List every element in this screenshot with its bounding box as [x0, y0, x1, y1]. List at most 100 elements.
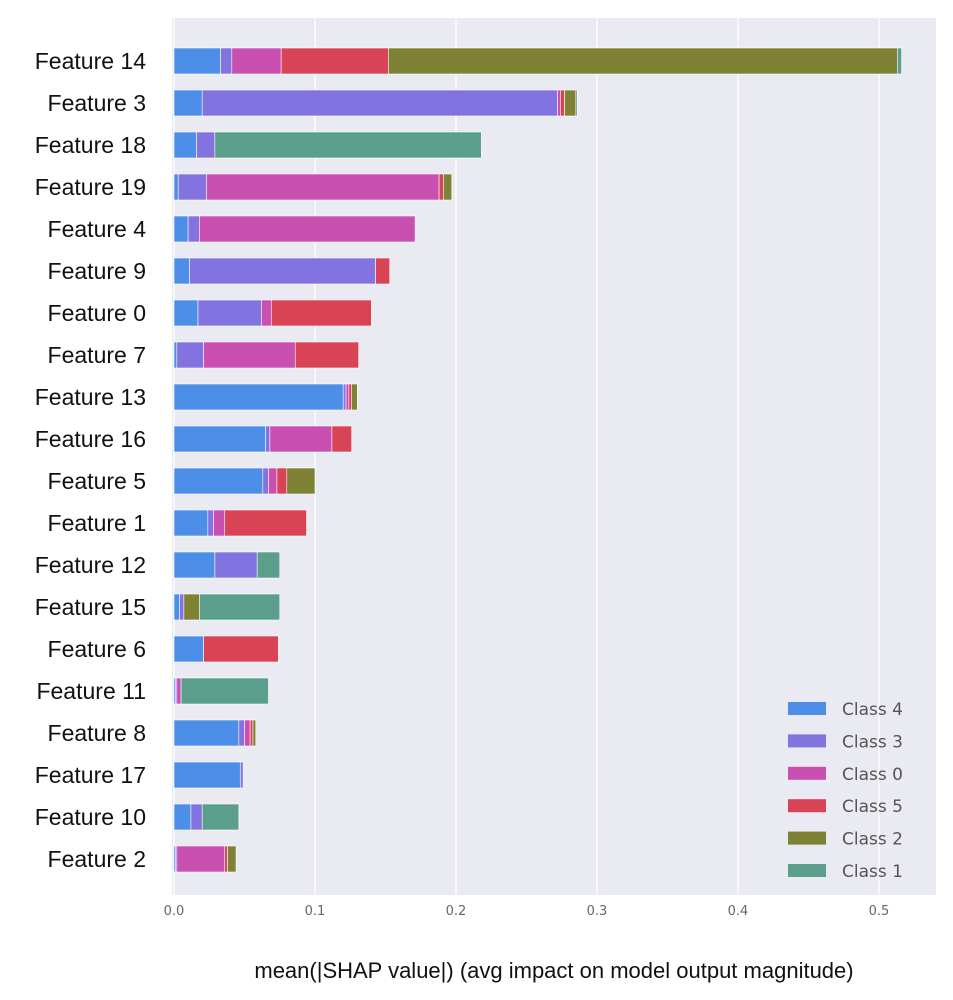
bar-feature-13-class-5 [348, 383, 352, 411]
bar-feature-15-class-1 [199, 593, 281, 621]
bar-feature-11-class-0 [176, 677, 182, 705]
bar-feature-14-class-4 [173, 47, 221, 75]
bar-feature-2-class-0 [176, 845, 226, 873]
bar-feature-11-class-1 [180, 677, 269, 705]
bar-feature-18-class-3 [196, 131, 216, 159]
bar-feature-10-class-3 [190, 803, 203, 831]
legend-swatch-class-0 [788, 766, 826, 780]
bar-feature-2-class-2 [227, 845, 237, 873]
bar-feature-16-class-3 [265, 425, 271, 453]
bar-feature-9-class-3 [189, 257, 376, 285]
legend-swatch-class-4 [788, 702, 826, 715]
bar-feature-3-class-0 [557, 89, 561, 117]
legend-swatch-class-3 [788, 734, 826, 748]
bar-feature-8-class-3 [238, 719, 245, 747]
plot-area [172, 18, 936, 895]
grid-lines [173, 18, 880, 895]
bar-feature-18-class-4 [173, 131, 197, 159]
bar-feature-14-class-5 [280, 47, 389, 75]
y-label-feature-12: Feature 12 [35, 552, 146, 578]
y-label-feature-9: Feature 9 [48, 258, 146, 284]
bar-feature-15-class-3 [179, 593, 185, 621]
bar-feature-4-class-4 [173, 215, 189, 243]
bar-feature-5-class-4 [173, 467, 264, 495]
bar-feature-13-class-0 [345, 383, 350, 411]
y-label-feature-1: Feature 1 [48, 510, 146, 536]
bar-feature-7-class-0 [203, 341, 296, 369]
y-label-feature-6: Feature 6 [48, 636, 146, 662]
bar-feature-0-class-3 [197, 299, 262, 327]
bar-feature-15-class-4 [173, 593, 180, 621]
bar-feature-0-class-0 [261, 299, 272, 327]
bar-feature-5-class-5 [276, 467, 288, 495]
bar-feature-3-class-2 [564, 89, 577, 117]
bar-feature-19-class-3 [177, 173, 207, 201]
x-axis-label: mean(|SHAP value|) (avg impact on model … [254, 958, 853, 983]
bar-feature-0-class-5 [270, 299, 372, 327]
bar-feature-3-class-4 [173, 89, 203, 117]
y-label-feature-14: Feature 14 [35, 48, 146, 74]
bar-feature-9-class-5 [375, 257, 391, 285]
bar-feature-12-class-1 [256, 551, 281, 579]
bar-feature-3-class-5 [560, 89, 565, 117]
legend-swatch-class-2 [788, 831, 826, 845]
y-label-feature-0: Feature 0 [48, 300, 146, 326]
bar-feature-7-class-4 [173, 341, 178, 369]
bar-feature-13-class-2 [351, 383, 358, 411]
bar-feature-8-class-2 [252, 719, 257, 747]
bar-feature-1-class-0 [213, 509, 226, 537]
bar-feature-1-class-3 [207, 509, 214, 537]
bar-feature-7-class-5 [294, 341, 360, 369]
bar-feature-5-class-3 [262, 467, 269, 495]
y-label-feature-8: Feature 8 [48, 720, 146, 746]
bar-feature-6-class-5 [203, 635, 279, 663]
y-label-feature-16: Feature 16 [35, 426, 146, 452]
y-label-feature-15: Feature 15 [35, 594, 146, 620]
legend-label-class-0: Class 0 [842, 765, 903, 785]
x-tick-label-5: 0.5 [869, 904, 890, 919]
bar-feature-19-class-2 [443, 173, 453, 201]
bar-feature-19-class-5 [438, 173, 444, 201]
bar-feature-16-class-5 [331, 425, 352, 453]
y-label-feature-4: Feature 4 [48, 216, 147, 242]
y-label-feature-10: Feature 10 [35, 804, 146, 830]
bar-feature-17-class-3 [239, 761, 244, 789]
bars [173, 47, 902, 873]
bar-feature-3-class-3 [201, 89, 558, 117]
y-label-feature-18: Feature 18 [35, 132, 146, 158]
y-label-feature-5: Feature 5 [48, 468, 146, 494]
bar-feature-16-class-0 [269, 425, 333, 453]
y-label-feature-17: Feature 17 [35, 762, 146, 788]
legend-label-class-2: Class 2 [842, 830, 903, 850]
bar-feature-7-class-3 [176, 341, 204, 369]
y-label-feature-7: Feature 7 [48, 342, 146, 368]
feature-labels: Feature 14 Feature 3 Feature 18 Feature 19 F… [35, 48, 146, 872]
y-label-feature-2: Feature 2 [48, 846, 146, 872]
bar-feature-14-class-1 [897, 47, 902, 75]
bar-feature-14-class-0 [231, 47, 282, 75]
bar-feature-12-class-3 [214, 551, 258, 579]
x-tick-labels: 0.0 0.1 0.2 0.3 0.4 0.5 [164, 904, 890, 919]
bar-feature-12-class-4 [173, 551, 216, 579]
x-tick-label-4: 0.4 [728, 904, 749, 919]
bar-feature-1-class-4 [173, 509, 209, 537]
bar-feature-13-class-3 [342, 383, 347, 411]
bar-feature-15-class-2 [183, 593, 200, 621]
bar-feature-16-class-4 [173, 425, 266, 453]
x-tick-label-1: 0.1 [305, 904, 326, 919]
legend-swatch-class-1 [788, 864, 826, 877]
bar-feature-14-class-3 [220, 47, 233, 75]
bar-feature-8-class-4 [173, 719, 240, 747]
bar-feature-13-class-4 [173, 383, 344, 411]
legend-label-class-4: Class 4 [842, 700, 903, 720]
bar-feature-19-class-4 [173, 173, 179, 201]
x-tick-label-3: 0.3 [587, 904, 608, 919]
bar-feature-10-class-4 [173, 803, 192, 831]
bar-feature-8-class-0 [244, 719, 251, 747]
bar-feature-10-class-1 [201, 803, 240, 831]
legend: Class 4 Class 3 Class 0 Class 5 Class 2 Class… [788, 700, 903, 882]
bar-feature-3-class-1 [575, 89, 578, 117]
bar-feature-4-class-0 [199, 215, 416, 243]
bar-feature-5-class-2 [286, 467, 316, 495]
y-label-feature-19: Feature 19 [35, 174, 146, 200]
